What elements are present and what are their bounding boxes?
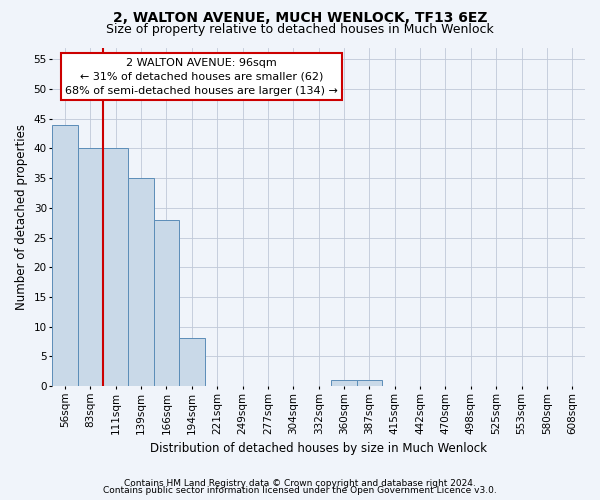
- Text: 2, WALTON AVENUE, MUCH WENLOCK, TF13 6EZ: 2, WALTON AVENUE, MUCH WENLOCK, TF13 6EZ: [113, 12, 487, 26]
- Bar: [128, 178, 154, 386]
- Bar: [179, 338, 205, 386]
- Bar: [78, 148, 103, 386]
- Bar: [154, 220, 179, 386]
- Bar: [357, 380, 382, 386]
- Text: Contains public sector information licensed under the Open Government Licence v3: Contains public sector information licen…: [103, 486, 497, 495]
- X-axis label: Distribution of detached houses by size in Much Wenlock: Distribution of detached houses by size …: [150, 442, 487, 455]
- Text: Contains HM Land Registry data © Crown copyright and database right 2024.: Contains HM Land Registry data © Crown c…: [124, 478, 476, 488]
- Text: 2 WALTON AVENUE: 96sqm
← 31% of detached houses are smaller (62)
68% of semi-det: 2 WALTON AVENUE: 96sqm ← 31% of detached…: [65, 58, 338, 96]
- Bar: [331, 380, 357, 386]
- Bar: [52, 124, 78, 386]
- Y-axis label: Number of detached properties: Number of detached properties: [15, 124, 28, 310]
- Bar: [103, 148, 128, 386]
- Text: Size of property relative to detached houses in Much Wenlock: Size of property relative to detached ho…: [106, 22, 494, 36]
